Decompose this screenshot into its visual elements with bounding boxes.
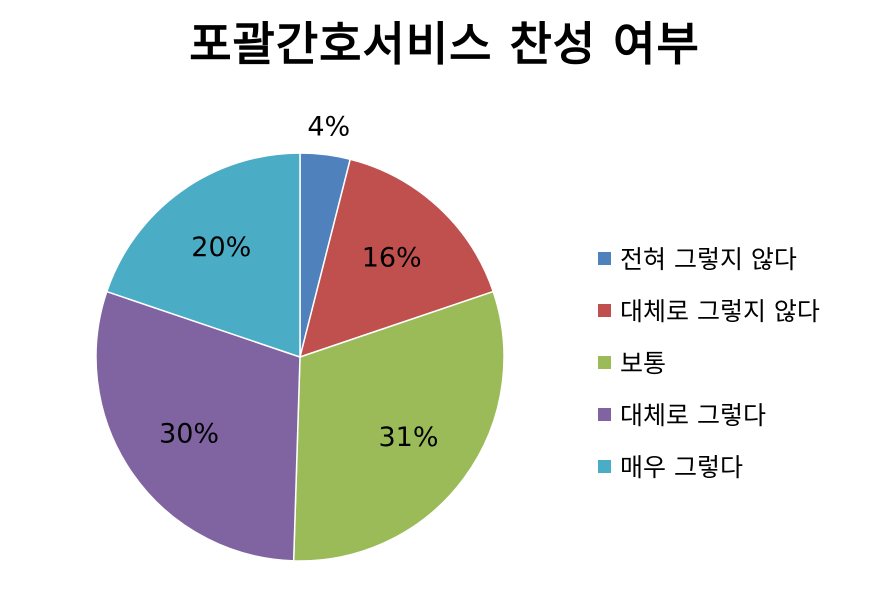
chart-title: 포괄간호서비스 찬성 여부 xyxy=(189,17,700,71)
legend-swatch xyxy=(598,251,611,265)
legend-label: 보통 xyxy=(620,349,667,378)
legend-label: 대체로 그렇지 않다 xyxy=(620,297,820,326)
pie-slice-5 xyxy=(105,152,301,359)
pie-slice-4 xyxy=(95,290,301,562)
pie-slice-3 xyxy=(292,290,505,562)
legend-swatch xyxy=(598,459,611,473)
data-label-2: 16% xyxy=(362,242,422,273)
legend-item-2: 대체로 그렇지 않다 xyxy=(598,290,883,330)
legend-swatch xyxy=(598,407,611,421)
data-label-3: 31% xyxy=(378,422,438,453)
legend-swatch xyxy=(598,355,611,369)
data-label-5: 20% xyxy=(191,232,251,263)
legend-item-5: 매우 그렇다 xyxy=(598,446,883,486)
legend-item-3: 보통 xyxy=(598,342,883,382)
legend-swatch xyxy=(598,303,611,317)
legend-label: 전혀 그렇지 않다 xyxy=(620,245,797,274)
legend-item-1: 전혀 그렇지 않다 xyxy=(598,238,883,278)
legend-label: 대체로 그렇다 xyxy=(620,401,766,430)
data-label-1: 4% xyxy=(307,111,350,142)
legend-item-4: 대체로 그렇다 xyxy=(598,394,883,434)
data-label-4: 30% xyxy=(159,419,219,450)
legend-label: 매우 그렇다 xyxy=(620,453,743,482)
